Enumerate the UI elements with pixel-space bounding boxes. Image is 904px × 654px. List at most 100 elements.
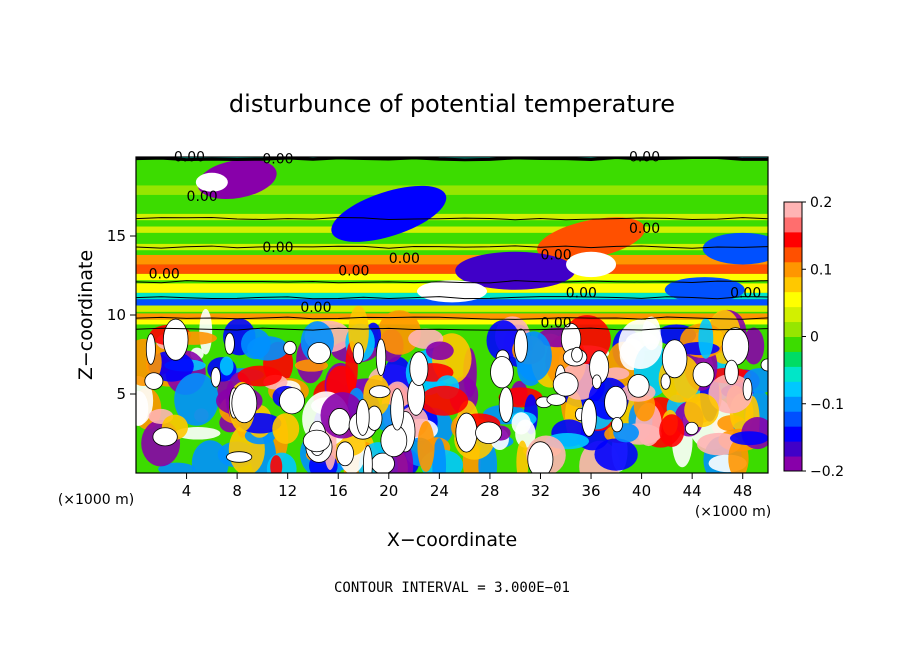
contour-cell [611, 417, 623, 433]
y-axis-title: Z−coordinate [75, 250, 97, 380]
contour-cell [369, 385, 391, 399]
field-blob [191, 440, 229, 473]
contour-cell [660, 373, 671, 390]
colorbar-swatch [784, 216, 802, 233]
field-blob [642, 316, 661, 351]
field-blob [659, 414, 685, 447]
contour-cell [231, 383, 258, 424]
contour-cell [742, 377, 753, 401]
contour-cell [527, 441, 554, 473]
colorbar-swatch [784, 202, 802, 218]
contour-cell [210, 367, 221, 388]
field-band [136, 313, 768, 320]
contour-label: 0.00 [629, 150, 660, 166]
x-tick-label: 24 [430, 482, 449, 500]
field-band [136, 157, 768, 159]
field-band [136, 213, 768, 221]
contour-cell [513, 328, 528, 363]
contour-cell [279, 387, 305, 415]
colorbar-tick-label: 0.1 [810, 262, 832, 278]
contour-cell [390, 388, 405, 431]
colorbar-swatch [784, 366, 802, 382]
field-blob [136, 390, 149, 426]
colorbar-swatch [784, 231, 802, 248]
contour-cell [724, 359, 739, 386]
x-tick-label: 44 [683, 482, 702, 500]
field-blob [348, 305, 369, 358]
zero-contour [136, 245, 768, 249]
colorbar-tick-label: 0.2 [810, 195, 832, 211]
zero-contour [136, 327, 768, 331]
field-blob [603, 367, 630, 380]
field-band [136, 319, 768, 325]
contour-label: 0.00 [338, 264, 369, 280]
field-band [136, 185, 768, 195]
field-band [136, 254, 768, 265]
y-tick-label: 15 [107, 227, 126, 245]
x-unit-label-right: (×1000 m) [695, 504, 771, 520]
field-blob [710, 329, 724, 348]
contour-cell [152, 427, 178, 447]
contour-cell [224, 332, 235, 355]
field-blob [237, 365, 282, 387]
contour-cell [145, 333, 156, 365]
lower-turbulent-field [136, 305, 768, 473]
colorbar-swatch [784, 336, 802, 352]
x-tick-label: 16 [329, 482, 348, 500]
y-tick-label: 10 [107, 306, 126, 324]
contour-cell [604, 385, 628, 420]
field-blob [241, 328, 271, 360]
colorbar-swatch [784, 396, 802, 412]
contour-cell [363, 445, 373, 473]
field-blob [708, 373, 753, 414]
colorbar-swatch [784, 411, 802, 427]
field-blob [270, 455, 283, 473]
contour-label: 0.00 [629, 221, 660, 237]
y-tick-label: 5 [116, 385, 126, 403]
colorbar-tick-label: −0.1 [810, 397, 844, 413]
field-blob [272, 413, 300, 444]
colorbar-swatch [784, 321, 802, 337]
contour-cell [552, 372, 579, 397]
x-tick-label: 12 [278, 482, 297, 500]
field-blob [516, 440, 529, 473]
colorbar-tick-label: −0.2 [810, 464, 844, 480]
contour-cell [302, 429, 331, 453]
x-axis-title: X−coordinate [387, 529, 517, 551]
contour-cell [355, 398, 370, 436]
zero-contour [136, 280, 768, 284]
contour-cell [352, 342, 364, 365]
field-blob [199, 308, 213, 355]
contour-cell [684, 421, 699, 436]
contour-cell [490, 356, 514, 389]
contour-cell [455, 412, 478, 453]
contour-label: 0.00 [174, 150, 205, 166]
colorbar-swatch [784, 306, 802, 323]
field-blob [158, 462, 196, 473]
x-axis-ticks: 4 8 12 16 20 24 28 32 36 40 44 48 [182, 473, 752, 500]
x-tick-label: 8 [232, 482, 242, 500]
field-blob [219, 356, 234, 376]
field-band [136, 226, 768, 233]
colorbar-tick-labels: 0.2 0.1 0 −0.1 −0.2 [802, 195, 844, 480]
contour-labels: 0.00 0.00 0.00 0.00 0.00 0.00 0.00 0.00 0.00 0.00… [149, 150, 762, 332]
field-blob [425, 341, 454, 361]
colorbar-swatch [784, 441, 802, 457]
field-blob [743, 327, 765, 365]
chart-title: disturbunce of potential temperature [229, 90, 675, 118]
x-tick-label: 40 [632, 482, 651, 500]
zero-contour [136, 296, 768, 300]
contour-cell [591, 374, 602, 390]
contour-cell [336, 441, 354, 467]
field-anomaly [455, 251, 576, 290]
plot-area [136, 157, 768, 473]
zero-contour [136, 157, 768, 162]
x-tick-label: 36 [581, 482, 600, 500]
field-band [136, 305, 768, 312]
contour-cell [226, 451, 253, 463]
field-blob [729, 431, 768, 446]
contour-label: 0.00 [149, 267, 180, 283]
field-anomaly [702, 232, 768, 265]
contour-lines [136, 157, 768, 331]
